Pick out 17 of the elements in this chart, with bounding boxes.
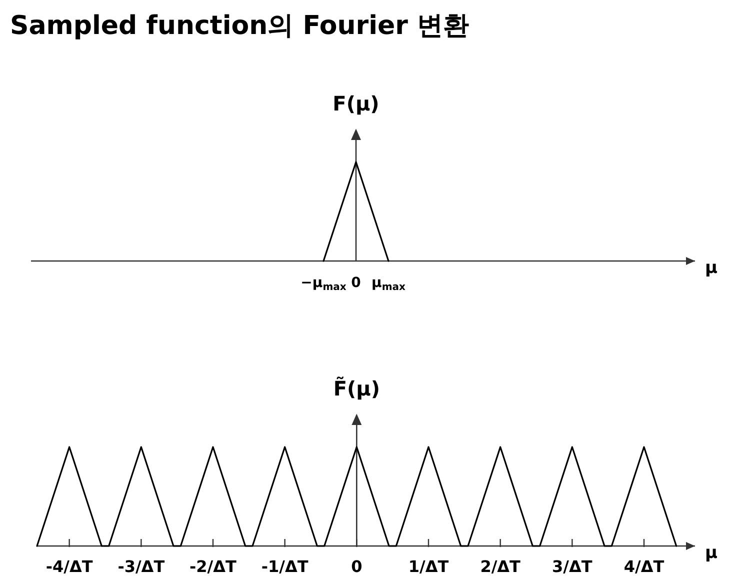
x-tick-label: 3/ΔT <box>552 557 592 576</box>
xlabel: μ <box>705 258 718 278</box>
x-tick-label: μ$_{max}$ <box>372 275 406 292</box>
xlabel: μ <box>705 543 718 563</box>
x-tick-label: 1/ΔT <box>408 557 449 576</box>
x-tick-label: -3/ΔT <box>118 557 165 576</box>
x-tick-label: -4/ΔT <box>46 557 93 576</box>
ylabel: F̃(μ) <box>333 376 380 400</box>
x-tick-label: 0 <box>351 557 362 576</box>
x-tick-label: −μ$_{max}$ <box>300 275 346 292</box>
title: Sampled function의 Fourier 변환 <box>10 11 470 41</box>
x-tick-label: 2/ΔT <box>480 557 520 576</box>
x-tick-label: -1/ΔT <box>261 557 308 576</box>
x-tick-label: 4/ΔT <box>624 557 664 576</box>
x-tick-label: -2/ΔT <box>190 557 236 576</box>
x-tick-label: 0 <box>351 275 361 291</box>
ylabel: F(μ) <box>332 91 380 116</box>
